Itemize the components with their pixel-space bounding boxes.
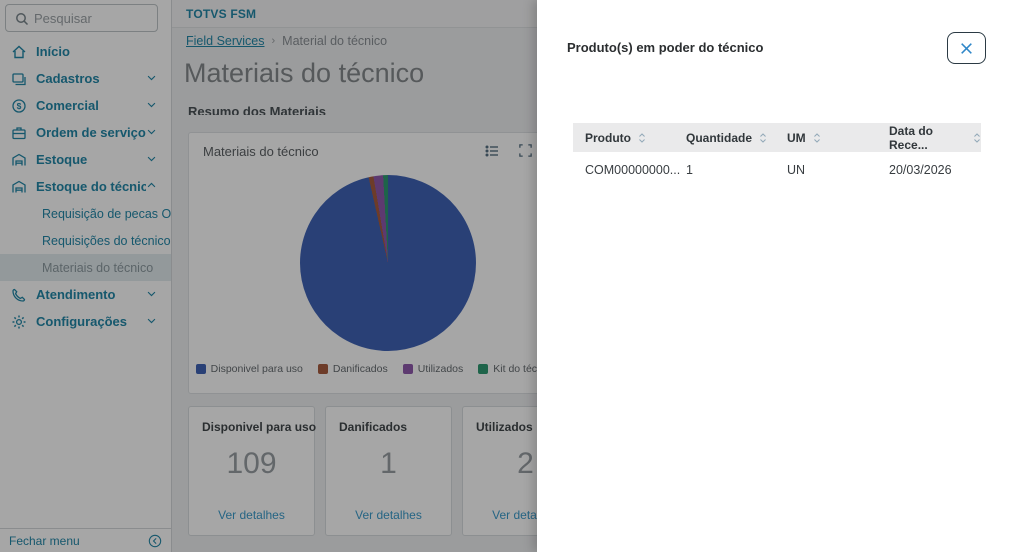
sidebar-item-label: Atendimento (36, 287, 116, 302)
cell-quantidade: 1 (686, 162, 693, 177)
collapse-menu-button[interactable]: Fechar menu (0, 528, 171, 552)
chevron-up-icon (146, 179, 157, 194)
collapse-circle-icon (148, 534, 162, 548)
sidebar-item-label: Estoque do técnico (36, 179, 146, 194)
sidebar: Início Cadastros $ Comercial Ordem de se… (0, 0, 184, 552)
products-table: Produto Quantidade UM Data do Rece... CO… (573, 123, 981, 187)
sidebar-item-label: Ordem de serviço (36, 125, 146, 140)
sidebar-item-label: Início (36, 44, 70, 59)
sidebar-item-atendimento[interactable]: Atendimento (0, 281, 171, 308)
list-view-icon[interactable] (484, 143, 500, 159)
chevron-down-icon (146, 152, 157, 167)
app-title: TOTVS FSM (186, 6, 257, 21)
card-title: Disponivel para uso (202, 420, 317, 434)
cell-um: UN (787, 162, 806, 177)
card-danificados: Danificados 1 Ver detalhes (325, 406, 452, 536)
legend-label: Utilizados (417, 363, 464, 375)
warehouse-icon (10, 179, 27, 195)
svg-text:$: $ (16, 101, 21, 111)
close-button[interactable] (947, 32, 986, 64)
search-input[interactable] (34, 5, 154, 31)
legend-item: Disponivel para uso (195, 363, 303, 375)
dollar-icon: $ (10, 98, 27, 114)
pie-chart[interactable] (300, 175, 476, 351)
chevron-down-icon (146, 98, 157, 113)
sidebar-item-label: Comercial (36, 98, 99, 113)
breadcrumb-link-field-services[interactable]: Field Services (186, 34, 265, 48)
collapse-menu-label: Fechar menu (9, 533, 80, 548)
sort-icon (813, 132, 821, 144)
sidebar-item-cadastros[interactable]: Cadastros (0, 65, 171, 92)
cards-icon (10, 71, 27, 87)
card-title: Utilizados (476, 420, 533, 434)
sidebar-subitem-requisicao-de-pecas-os[interactable]: Requisição de pecas O.S (42, 206, 184, 221)
chevron-down-icon (146, 287, 157, 302)
sidebar-item-estoque[interactable]: Estoque (0, 146, 171, 173)
sidebar-nav: Início Cadastros $ Comercial Ordem de se… (0, 38, 184, 335)
home-icon (10, 44, 27, 60)
chart-widget: Materiais do técnico Disponivel para uso… (188, 132, 564, 394)
legend-label: Disponivel para uso (210, 363, 303, 375)
sidebar-item-estoque-do-tecnico[interactable]: Estoque do técnico (0, 173, 171, 200)
legend-item: Utilizados (402, 363, 464, 375)
sidebar-item-comercial[interactable]: $ Comercial (0, 92, 171, 119)
sidebar-search (5, 4, 158, 32)
card-value: 1 (380, 447, 397, 480)
card-value: 2 (517, 447, 534, 480)
sidebar-subitem-materiais-do-tecnico[interactable]: Materiais do técnico (0, 254, 171, 281)
breadcrumb-separator: › (271, 35, 276, 47)
chevron-down-icon (146, 314, 157, 329)
sort-icon (973, 132, 981, 144)
sort-icon (759, 132, 767, 144)
column-header-data-recebimento[interactable]: Data do Rece... (877, 124, 981, 152)
column-header-quantidade[interactable]: Quantidade (674, 131, 775, 145)
cell-produto: COM00000000... (585, 162, 681, 177)
sidebar-item-label: Estoque (36, 152, 88, 167)
legend-swatch (317, 364, 328, 374)
card-disponivel-para-uso: Disponivel para uso 109 Ver detalhes (188, 406, 317, 536)
card-details-link[interactable]: Ver detalhes (218, 508, 285, 522)
breadcrumb-current: Material do técnico (282, 34, 388, 48)
phone-icon (10, 287, 27, 303)
legend-swatch (478, 364, 489, 374)
chevron-down-icon (146, 125, 157, 140)
sidebar-item-inicio[interactable]: Início (0, 38, 171, 65)
card-details-link[interactable]: Ver detalhes (355, 508, 422, 522)
gear-icon (10, 314, 27, 330)
modal-produtos-em-poder: Produto(s) em poder do técnico Produto Q… (537, 0, 1013, 552)
sidebar-item-label: Configurações (36, 314, 128, 329)
close-icon (959, 41, 974, 56)
chart-widget-title: Materiais do técnico (203, 143, 319, 159)
table-row: COM00000000... 1 UN 20/03/2026 (573, 152, 981, 187)
chevron-down-icon (146, 71, 157, 86)
search-icon (16, 13, 29, 26)
section-title: Resumo dos Materiais (188, 104, 326, 115)
warehouse-icon (10, 152, 27, 168)
cell-data-recebimento: 20/03/2026 (889, 162, 952, 177)
card-title: Danificados (339, 420, 408, 434)
column-header-produto[interactable]: Produto (573, 131, 674, 145)
briefcase-icon (10, 125, 27, 141)
sidebar-item-label: Cadastros (36, 71, 100, 86)
sidebar-subitem-requisicoes-do-tecnico[interactable]: Requisições do técnico (42, 233, 171, 248)
sidebar-item-configuracoes[interactable]: Configurações (0, 308, 171, 335)
column-header-um[interactable]: UM (775, 131, 877, 145)
table-header-row: Produto Quantidade UM Data do Rece... (573, 123, 981, 152)
legend-swatch (195, 364, 206, 374)
expand-icon[interactable] (518, 143, 533, 159)
legend-label: Danificados (332, 363, 388, 375)
breadcrumb: Field Services › Material do técnico (186, 34, 387, 48)
sidebar-item-ordem-de-servico[interactable]: Ordem de serviço (0, 119, 171, 146)
sort-icon (638, 132, 646, 144)
summary-cards: Disponivel para uso 109 Ver detalhes Dan… (188, 406, 589, 536)
page-title: Materiais do técnico (184, 58, 425, 88)
legend-item: Danificados (317, 363, 388, 375)
modal-title: Produto(s) em poder do técnico (567, 40, 764, 55)
card-value: 109 (226, 447, 277, 480)
legend-swatch (402, 364, 413, 374)
